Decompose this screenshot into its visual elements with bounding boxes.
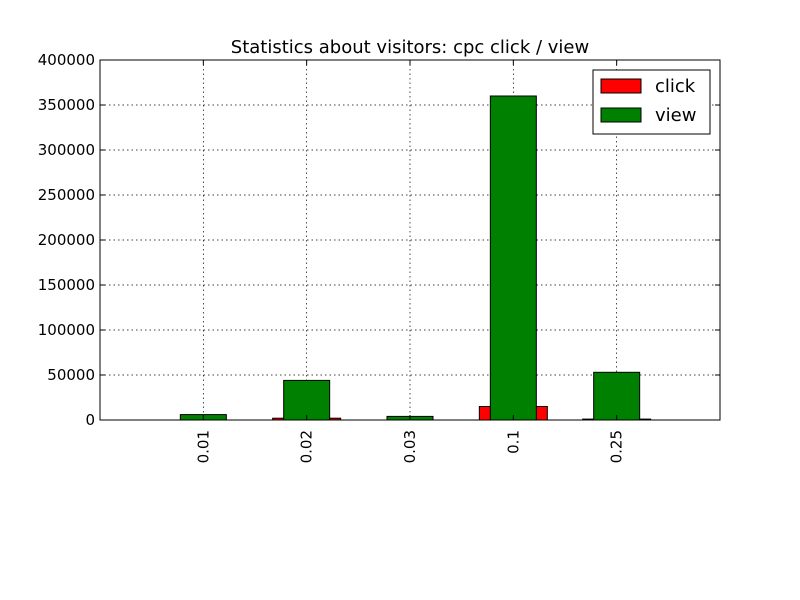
- y-tick-label: 150000: [38, 276, 95, 294]
- x-tick-label: 0.1: [504, 430, 522, 454]
- x-tick-label: 0.03: [401, 430, 419, 463]
- legend-label-view: view: [655, 105, 696, 126]
- y-tick-label: 50000: [47, 366, 95, 384]
- y-tick-label: 250000: [38, 186, 95, 204]
- x-tick-label: 0.02: [298, 430, 316, 463]
- bar-view-0.25: [593, 371, 641, 421]
- y-tick-label: 350000: [38, 96, 95, 114]
- y-tick-label: 400000: [38, 51, 95, 69]
- chart-title: Statistics about visitors: cpc click / v…: [231, 37, 589, 58]
- bar-view-0.1: [489, 95, 537, 421]
- y-tick-label: 200000: [38, 231, 95, 249]
- y-tick-label: 100000: [38, 321, 95, 339]
- x-tick-label: 0.25: [608, 430, 626, 463]
- legend-swatch-click: [600, 78, 642, 94]
- legend: click view: [592, 69, 711, 135]
- x-tick-label: 0.01: [194, 430, 212, 463]
- bar-view-0.02: [283, 379, 331, 421]
- x-tick-labels: 0.01 0.02 0.03 0.1 0.25: [194, 430, 625, 463]
- bars: [179, 95, 652, 421]
- legend-label-click: click: [655, 76, 696, 97]
- y-tick-labels: 0 50000 100000 150000 200000 250000 300000 3500…: [38, 51, 95, 429]
- legend-box: [592, 69, 711, 135]
- y-tick-label: 300000: [38, 141, 95, 159]
- axis-ticks: [100, 59, 720, 421]
- legend-swatch-view: [600, 107, 642, 123]
- y-tick-label: 0: [85, 411, 95, 429]
